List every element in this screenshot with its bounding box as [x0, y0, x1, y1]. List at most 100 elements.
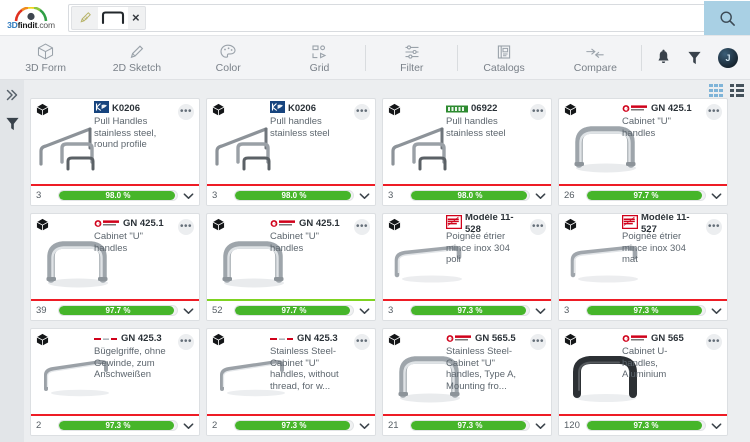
match-progress-fill [59, 306, 175, 315]
sliders-icon [403, 42, 421, 61]
result-card[interactable]: ••• GN 425.1 Cabinet "U" handles 52 97.7 % [206, 213, 376, 321]
tool-grid[interactable]: Grid [274, 36, 365, 80]
expand-card-chevron-icon[interactable] [359, 192, 370, 200]
expand-card-chevron-icon[interactable] [711, 307, 722, 315]
brand-logo-dashes [94, 330, 118, 348]
result-card[interactable]: ••• GN 565.5 Stainless Steel-Cabinet "U" h… [382, 328, 552, 436]
expand-card-chevron-icon[interactable] [183, 307, 194, 315]
variant-count: 3 [212, 189, 218, 201]
result-card[interactable]: ••• GN 425.1 Cabinet "U" handles 26 97.7 % [558, 98, 728, 206]
tool-compare[interactable]: Compare [550, 36, 641, 80]
part-number: K0206 [112, 103, 140, 114]
brand-logo [270, 330, 294, 348]
result-card[interactable]: ••• K0206 Pull handles stainless steel 3 98.… [206, 98, 376, 206]
expand-card-chevron-icon[interactable] [183, 422, 194, 430]
card-text: GN 425.3 Bügelgriffe, ohne Gewinde, zum A… [94, 333, 175, 381]
result-card[interactable]: ••• GN 425.3 Stainless Steel-Cabinet "U" h… [206, 328, 376, 436]
card-more-menu[interactable]: ••• [178, 334, 194, 350]
funnel-icon[interactable] [687, 50, 702, 66]
product-thumbnail [563, 347, 649, 409]
brand-line: K0206 [270, 101, 351, 115]
card-more-menu[interactable]: ••• [706, 104, 722, 120]
expand-card-chevron-icon[interactable] [359, 422, 370, 430]
search-input[interactable]: × [68, 3, 750, 32]
search-token-chip[interactable]: × [71, 5, 146, 30]
match-progress-bar: 98.0 % [234, 190, 354, 201]
top-search-bar: 3Dfindit.com × [0, 0, 750, 36]
product-thumbnail [211, 232, 297, 294]
bell-icon[interactable] [656, 49, 671, 66]
result-card[interactable]: ••• 06922 Pull handles stainless steel 3 98.… [382, 98, 552, 206]
brand-line: GN 565.5 [446, 333, 527, 345]
tool-filter[interactable]: Filter [366, 36, 457, 80]
tool-2d-sketch[interactable]: 2D Sketch [91, 36, 182, 80]
match-progress-bar: 97.3 % [58, 420, 178, 431]
card-more-menu[interactable]: ••• [354, 219, 370, 235]
tool-label: Compare [573, 61, 617, 74]
card-more-menu[interactable]: ••• [178, 104, 194, 120]
result-card[interactable]: ••• Modèle 11-528 Poignée étrier mince ino… [382, 213, 552, 321]
brand-logo [622, 100, 648, 118]
expand-card-chevron-icon[interactable] [359, 307, 370, 315]
match-progress-bar: 98.0 % [410, 190, 530, 201]
expand-card-chevron-icon[interactable] [183, 192, 194, 200]
card-status-line [383, 299, 551, 301]
app-logo[interactable]: 3Dfindit.com [0, 0, 62, 36]
expand-card-chevron-icon[interactable] [535, 422, 546, 430]
product-description: Stainless Steel-Cabinet "U" handles, wit… [270, 346, 339, 392]
result-card[interactable]: ••• GN 565 Cabinet U-handles, Aluminium 120… [558, 328, 728, 436]
result-card[interactable]: ••• GN 425.3 Bügelgriffe, ohne Gewinde, zu… [30, 328, 200, 436]
card-more-menu[interactable]: ••• [530, 104, 546, 120]
grid-view-icon[interactable] [709, 84, 723, 97]
card-more-menu[interactable]: ••• [706, 219, 722, 235]
avatar[interactable]: J [717, 47, 738, 68]
tool-color[interactable]: Color [183, 36, 274, 80]
match-progress-fill [411, 421, 526, 430]
card-more-menu[interactable]: ••• [354, 104, 370, 120]
card-more-menu[interactable]: ••• [706, 334, 722, 350]
clear-search-token-icon[interactable]: × [132, 10, 140, 25]
tool-catalogs[interactable]: Catalogs [458, 36, 549, 80]
variant-count: 2 [212, 419, 218, 431]
expand-card-chevron-icon[interactable] [711, 192, 722, 200]
card-status-line [383, 184, 551, 186]
card-status-line [31, 414, 199, 416]
brand-logo [94, 215, 120, 233]
card-body: ••• GN 565 Cabinet U-handles, Aluminium [559, 329, 727, 414]
brand-logo-ganter [622, 330, 648, 348]
card-more-menu[interactable]: ••• [530, 334, 546, 350]
match-percent-label: 98.0 % [457, 190, 483, 200]
card-body: ••• GN 425.3 Stainless Steel-Cabinet "U" h… [207, 329, 375, 414]
result-card[interactable]: ••• K0206 Pull Handles stainless steel, ro… [30, 98, 200, 206]
tool-3d-form[interactable]: 3D Form [0, 36, 91, 80]
result-card[interactable]: ••• GN 425.1 Cabinet "U" handles 39 97.7 % [30, 213, 200, 321]
product-thumbnail [35, 117, 121, 179]
expand-card-chevron-icon[interactable] [535, 307, 546, 315]
product-thumbnail [563, 117, 649, 179]
pencil-sketch-icon [74, 8, 96, 28]
product-description: Cabinet "U" handles [94, 231, 143, 254]
card-more-menu[interactable]: ••• [530, 219, 546, 235]
rail-filter-icon[interactable] [5, 116, 20, 132]
expand-card-chevron-icon[interactable] [711, 422, 722, 430]
result-card[interactable]: ••• Modèle 11-527 Poignée étrier mince ino… [558, 213, 728, 321]
search-button[interactable] [704, 1, 750, 35]
card-footer: 52 97.7 % [207, 301, 375, 320]
double-chevron-right-icon[interactable] [5, 88, 19, 102]
match-progress-fill [411, 306, 526, 315]
list-view-icon[interactable] [730, 84, 744, 97]
card-body: ••• K0206 Pull Handles stainless steel, ro… [31, 99, 199, 184]
card-more-menu[interactable]: ••• [354, 334, 370, 350]
card-more-menu[interactable]: ••• [178, 219, 194, 235]
cube-3d-badge-icon [388, 218, 401, 236]
brand-logo [446, 330, 472, 348]
brand-logo-kipp [94, 100, 109, 118]
pencil-icon [128, 42, 146, 61]
brand-line: GN 425.3 [270, 333, 351, 345]
card-body: ••• GN 425.1 Cabinet "U" handles [31, 214, 199, 299]
u-handle-shape-icon [98, 6, 128, 29]
brand-logo-ganter [446, 330, 472, 348]
card-text: K0206 Pull Handles stainless steel, round… [94, 100, 175, 151]
expand-card-chevron-icon[interactable] [535, 192, 546, 200]
brand-logo [270, 215, 296, 233]
